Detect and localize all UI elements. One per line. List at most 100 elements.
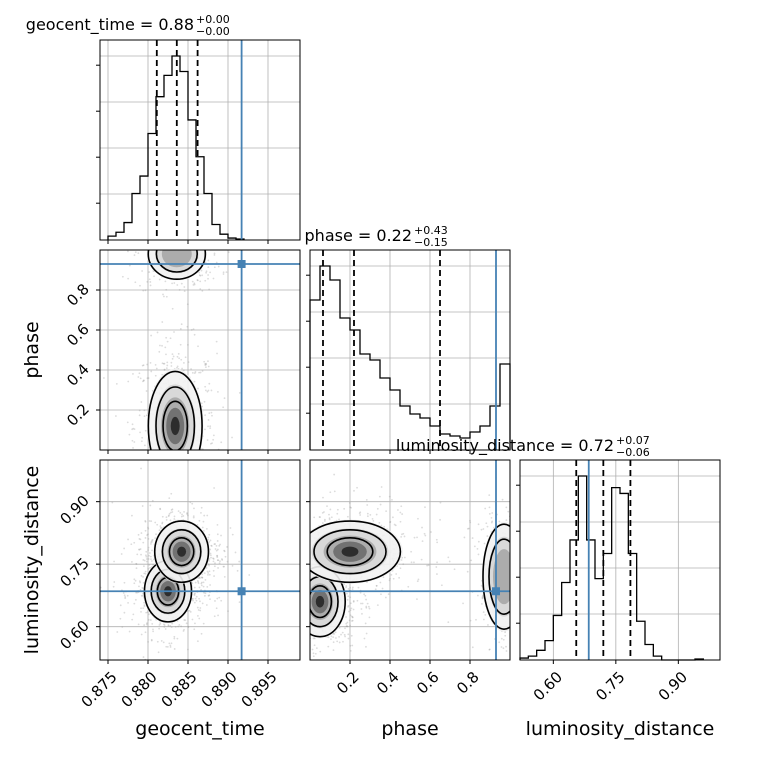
sample-point [215, 549, 218, 552]
sample-point [347, 633, 350, 636]
sample-point [140, 467, 142, 470]
sample-point [349, 624, 352, 627]
sample-point [170, 365, 173, 367]
sample-point [213, 252, 216, 255]
sample-point [198, 519, 201, 522]
sample-point [138, 548, 140, 551]
panel-frame [99, 249, 301, 451]
title-superscript: +0.43 [414, 224, 448, 237]
sample-point [501, 498, 504, 501]
sample-point [165, 336, 168, 339]
sample-point [187, 625, 190, 628]
sample-point [199, 280, 202, 283]
sample-point [216, 597, 219, 600]
sample-point [236, 569, 239, 572]
sample-point [127, 601, 129, 604]
sample-point [138, 585, 140, 588]
sample-point [379, 581, 382, 584]
sample-point [201, 576, 203, 579]
sample-point [206, 439, 209, 441]
sample-point [142, 607, 145, 610]
sample-point [210, 389, 213, 392]
sample-point [212, 438, 215, 441]
sample-point [212, 558, 215, 560]
sample-point [345, 586, 347, 589]
sample-point [347, 588, 350, 590]
sample-point [145, 555, 148, 558]
sample-point [200, 632, 203, 635]
sample-point [469, 521, 472, 524]
contour-line [147, 370, 203, 450]
sample-point [137, 623, 140, 626]
sample-point [169, 625, 172, 627]
sample-point [169, 519, 172, 522]
sample-point [372, 519, 375, 522]
sample-point [173, 635, 176, 638]
sample-point [142, 559, 145, 561]
sample-point [193, 282, 196, 285]
sample-point [201, 289, 204, 292]
sample-point [488, 648, 491, 651]
sample-point [216, 540, 219, 542]
sample-point [126, 421, 129, 424]
sample-point [216, 352, 218, 355]
sample-point [347, 606, 349, 608]
sample-point [145, 611, 148, 614]
sample-point [149, 555, 152, 558]
sample-point [139, 377, 142, 380]
sample-point [192, 515, 195, 518]
sample-point [193, 380, 196, 383]
sample-point [198, 577, 201, 580]
sample-point [417, 517, 419, 520]
hist-panel-geocent_time [96, 39, 301, 241]
sample-point [350, 607, 353, 610]
sample-point [136, 553, 139, 556]
sample-point [168, 512, 171, 515]
sample-point [482, 618, 485, 621]
sample-point [500, 646, 503, 648]
sample-point [321, 511, 324, 514]
sample-point [388, 579, 391, 582]
sample-point [142, 594, 145, 597]
sample-point [330, 635, 333, 638]
sample-point [381, 587, 384, 590]
sample-point [141, 586, 144, 589]
sample-point [204, 414, 207, 417]
sample-point [164, 280, 167, 283]
sample-point [349, 609, 352, 612]
sample-point [401, 533, 403, 536]
sample-point [488, 512, 491, 515]
sample-point [209, 539, 212, 542]
sample-point [146, 622, 148, 625]
sample-point [395, 573, 398, 575]
sample-point [212, 277, 215, 280]
sample-point [162, 362, 165, 365]
sample-point [186, 343, 189, 346]
sample-point [424, 534, 427, 537]
sample-point [505, 650, 508, 652]
sample-point [227, 610, 229, 613]
density-panel-geocent_time-phase [99, 249, 301, 451]
sample-point [204, 385, 207, 388]
sample-point [204, 428, 206, 431]
sample-point [168, 642, 171, 645]
sample-point [421, 540, 424, 543]
sample-point [502, 647, 505, 650]
sample-point [213, 565, 216, 568]
sample-point [191, 597, 194, 600]
sample-point [207, 425, 209, 428]
sample-point [334, 631, 337, 634]
sample-point [376, 507, 379, 510]
sample-point [333, 633, 336, 635]
sample-point [147, 618, 150, 621]
sample-point [366, 512, 369, 515]
sample-point [198, 371, 200, 374]
sample-point [213, 487, 216, 489]
sample-point [159, 344, 161, 347]
x-axis-label-phase: phase [381, 718, 438, 740]
histogram-step-phase [309, 265, 511, 450]
sample-point [148, 520, 151, 522]
sample-point [367, 605, 370, 608]
sample-point [123, 581, 126, 584]
sample-point [200, 506, 203, 509]
